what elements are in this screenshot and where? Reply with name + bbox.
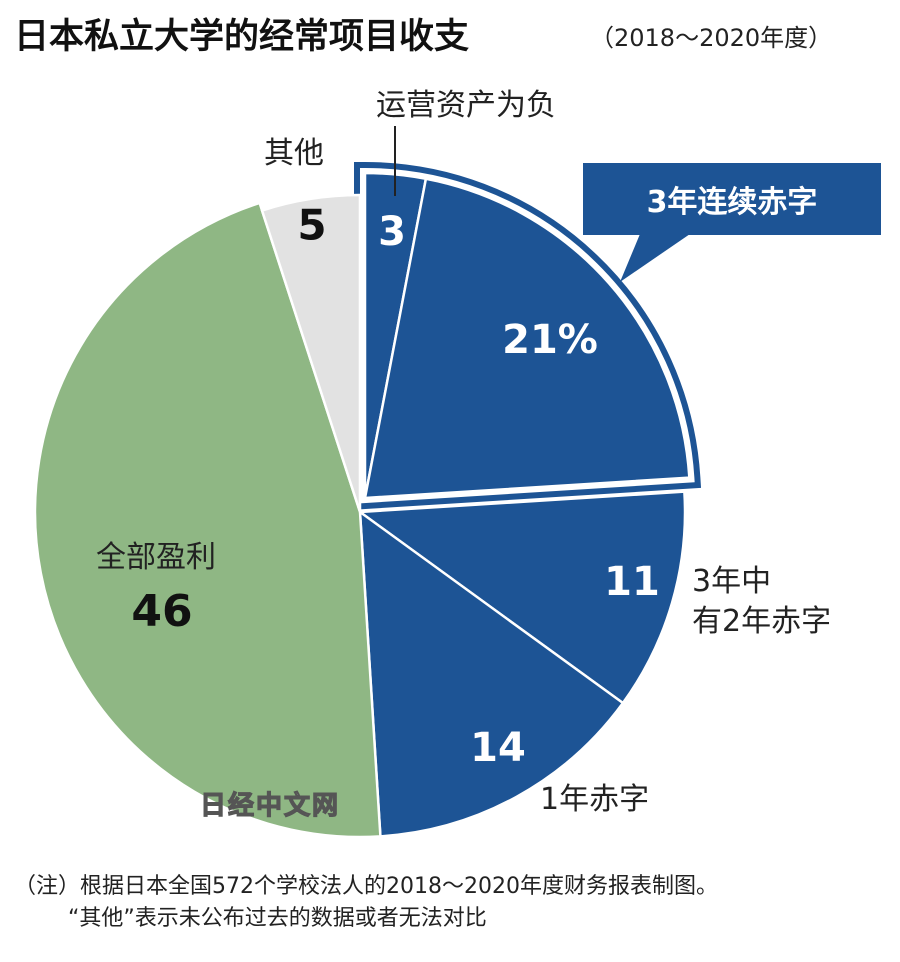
- value-label: 46: [131, 586, 192, 637]
- chart-subtitle: （2018～2020年度）: [590, 24, 833, 52]
- value-label: 21%: [502, 317, 598, 363]
- pie-slice: [260, 193, 362, 513]
- category-label: 3年中 有2年赤字: [692, 564, 832, 639]
- callout-pointer: [620, 234, 690, 282]
- pie-slice: [356, 490, 687, 705]
- pie-slice: [358, 509, 625, 838]
- category-label: 其他: [264, 136, 324, 171]
- watermark: 日经中文网: [199, 790, 341, 821]
- footnote: “其他”表示未公布过去的数据或者无法对比: [68, 906, 487, 931]
- value-label: 5: [297, 201, 326, 250]
- value-label: 14: [470, 725, 526, 771]
- value-label: 3: [378, 209, 406, 255]
- value-label: 11: [604, 559, 660, 605]
- category-label: 运营资产为负: [376, 88, 556, 123]
- category-label: 全部盈利: [96, 540, 216, 575]
- pie-slice: [363, 177, 691, 500]
- footnote: （注）根据日本全国572个学校法人的2018～2020年度财务报表制图。: [14, 874, 718, 899]
- pie-slice: [33, 201, 382, 839]
- category-label: 1年赤字: [540, 782, 650, 817]
- chart-title: 日本私立大学的经常项目收支: [14, 17, 470, 57]
- callout-label: 3年连续赤字: [583, 163, 881, 235]
